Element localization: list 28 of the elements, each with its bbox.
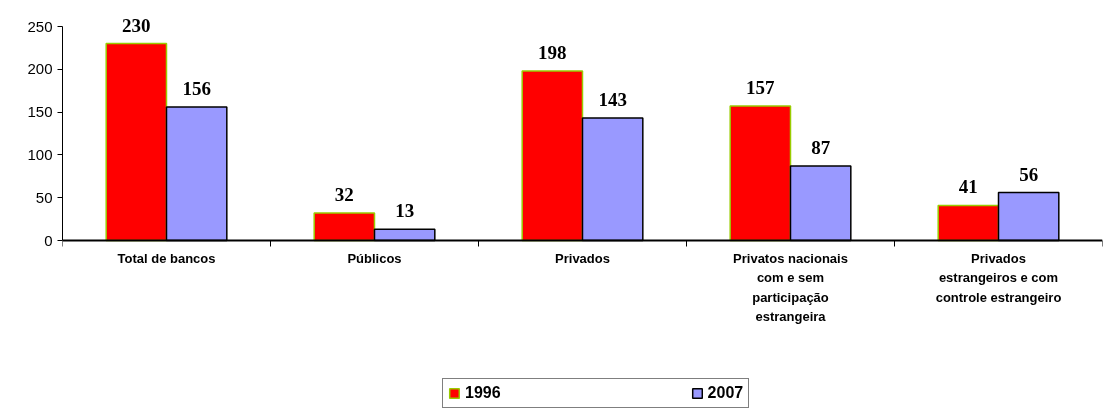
data-label: 156 <box>182 77 211 99</box>
bar <box>521 70 584 242</box>
data-label: 198 <box>538 42 567 64</box>
y-tick-label: 250 <box>27 17 53 35</box>
data-label: 143 <box>598 89 627 111</box>
data-label: 32 <box>334 184 354 206</box>
data-label: 13 <box>395 200 415 222</box>
bar <box>729 105 792 242</box>
y-tick-label: 50 <box>35 188 53 206</box>
x-tick-label: Total de bancos <box>117 250 216 266</box>
y-tick-label: 100 <box>27 145 53 163</box>
x-tick-label: Privados <box>555 250 610 266</box>
data-label: 157 <box>746 77 776 99</box>
bar <box>313 212 376 242</box>
data-label: 87 <box>811 137 831 159</box>
data-label: 41 <box>958 176 978 198</box>
y-tick-label: 0 <box>44 231 53 249</box>
y-tick-label: 150 <box>27 103 53 121</box>
x-tick-label: Privatos nacionais com e sem participação estrangeira <box>733 250 848 324</box>
x-tick-label: Públicos <box>347 250 402 266</box>
bar <box>937 204 1000 242</box>
x-tick-label: Privados estrangeiros e com controle estrangeiro <box>935 250 1062 305</box>
y-tick-label: 200 <box>27 60 53 78</box>
bar <box>105 42 168 242</box>
legend-label: 1996 <box>465 384 501 402</box>
data-label: 56 <box>1019 163 1039 185</box>
legend-label: 2007 <box>707 384 744 402</box>
data-label: 230 <box>122 14 151 36</box>
